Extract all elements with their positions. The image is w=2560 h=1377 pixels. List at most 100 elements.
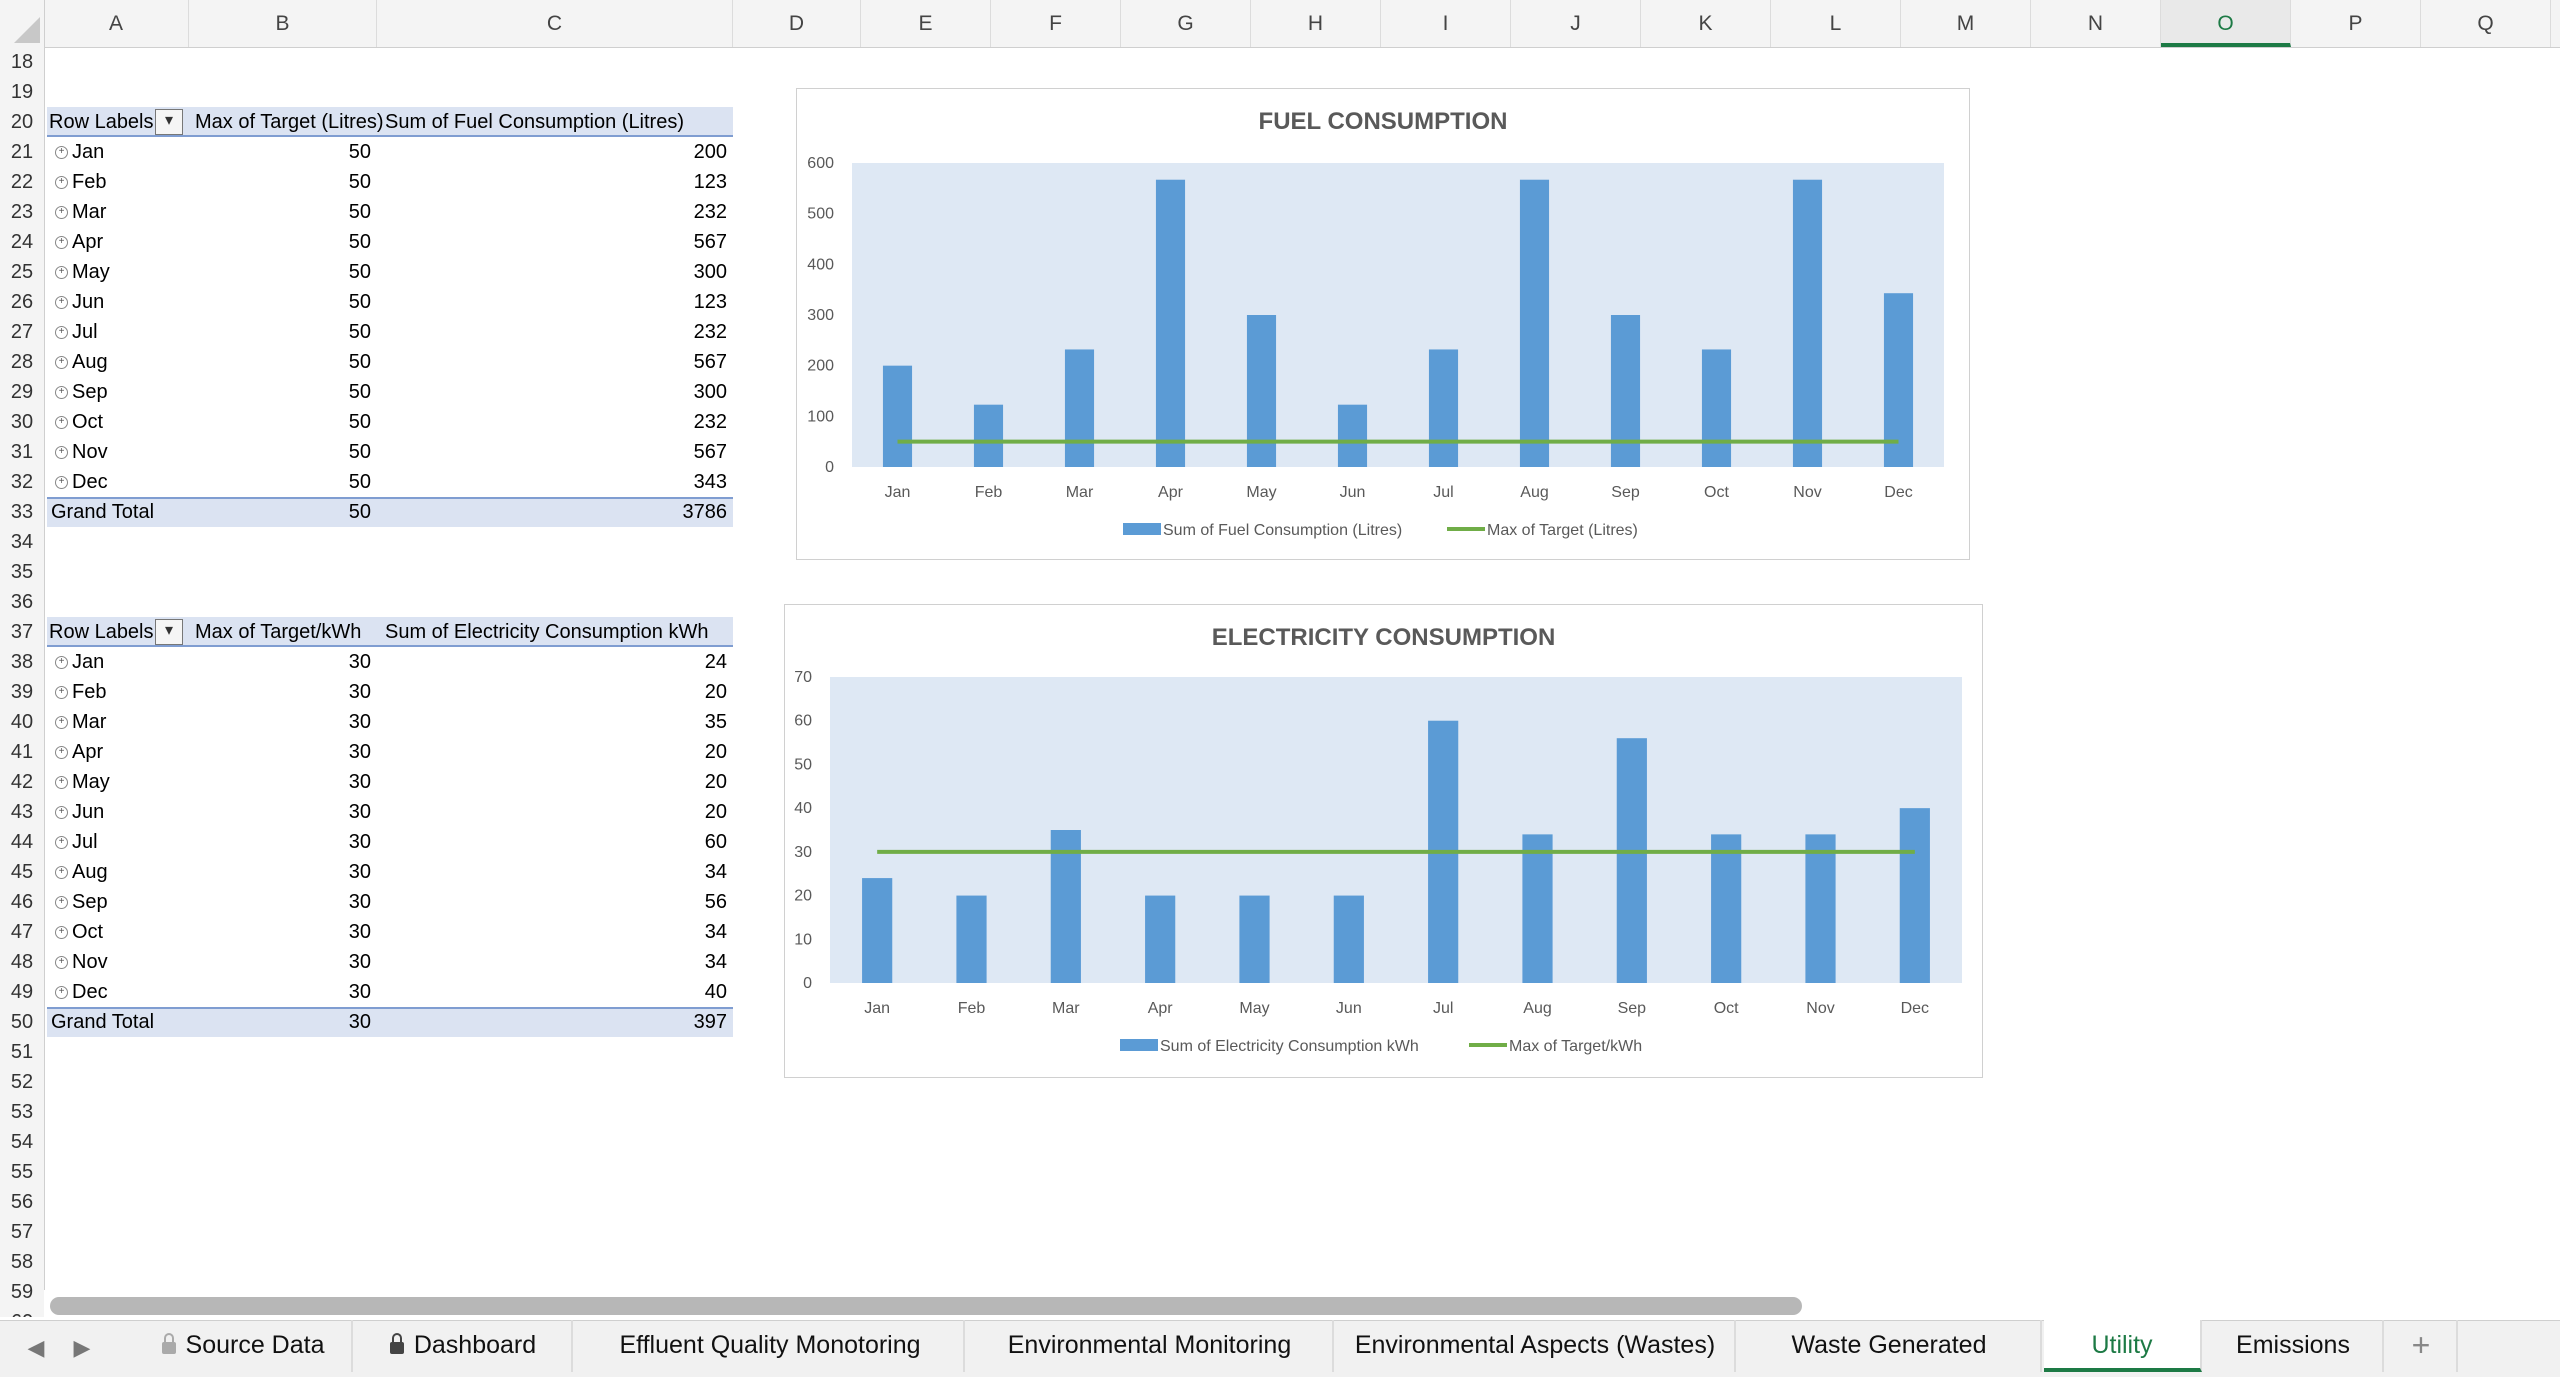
column-header-g[interactable]: G [1121, 0, 1251, 47]
row-header-58[interactable]: 58 [10, 1251, 34, 1273]
column-header-n[interactable]: N [2031, 0, 2161, 47]
row-header-19[interactable]: 19 [10, 81, 34, 103]
sheet-tab-utility[interactable]: Utility [2044, 1320, 2202, 1372]
expand-plus-icon[interactable]: + [55, 686, 68, 700]
row-header-55[interactable]: 55 [10, 1161, 34, 1183]
row-header-43[interactable]: 43 [10, 801, 34, 823]
row-header-22[interactable]: 22 [10, 171, 34, 193]
pivot-row-label[interactable]: + Oct [49, 407, 191, 437]
column-header-d[interactable]: D [733, 0, 861, 47]
sheet-tab-emissions[interactable]: Emissions [2204, 1320, 2384, 1372]
expand-plus-icon[interactable]: + [55, 176, 68, 190]
pivot-row-label[interactable]: + Nov [49, 947, 191, 977]
row-header-29[interactable]: 29 [10, 381, 34, 403]
pivot-row-label[interactable]: + Jul [49, 827, 191, 857]
pivot-row-label[interactable]: + Oct [49, 917, 191, 947]
expand-plus-icon[interactable]: + [55, 716, 68, 730]
pivot-row-label[interactable]: + Jan [49, 137, 191, 167]
pivot-row-label[interactable]: + Aug [49, 347, 191, 377]
column-header-b[interactable]: B [189, 0, 377, 47]
filter-dropdown-icon[interactable]: ▾ [155, 109, 183, 135]
sheet-tab-environmental-monitoring[interactable]: Environmental Monitoring [967, 1320, 1334, 1372]
row-header-30[interactable]: 30 [10, 411, 34, 433]
row-header-40[interactable]: 40 [10, 711, 34, 733]
expand-plus-icon[interactable]: + [55, 356, 68, 370]
pivot-row-label[interactable]: + Mar [49, 197, 191, 227]
row-header-45[interactable]: 45 [10, 861, 34, 883]
row-header-18[interactable]: 18 [10, 51, 34, 73]
column-header-h[interactable]: H [1251, 0, 1381, 47]
pivot-row-label[interactable]: + Apr [49, 227, 191, 257]
expand-plus-icon[interactable]: + [55, 926, 68, 940]
pivot-row-label[interactable]: + Sep [49, 377, 191, 407]
prev-sheet-icon[interactable]: ◀ [27, 1335, 45, 1360]
pivot-row-label[interactable]: + May [49, 767, 191, 797]
expand-plus-icon[interactable]: + [55, 776, 68, 790]
expand-plus-icon[interactable]: + [55, 446, 68, 460]
row-header-60[interactable]: 60 [0, 1307, 44, 1317]
expand-plus-icon[interactable]: + [55, 386, 68, 400]
row-header-56[interactable]: 56 [10, 1191, 34, 1213]
column-header-p[interactable]: P [2291, 0, 2421, 47]
row-header-23[interactable]: 23 [10, 201, 34, 223]
expand-plus-icon[interactable]: + [55, 416, 68, 430]
expand-plus-icon[interactable]: + [55, 206, 68, 220]
column-header-q[interactable]: Q [2421, 0, 2551, 47]
row-header-31[interactable]: 31 [10, 441, 34, 463]
row-header-32[interactable]: 32 [10, 471, 34, 493]
row-header-44[interactable]: 44 [10, 831, 34, 853]
column-header-c[interactable]: C [377, 0, 733, 47]
row-header-47[interactable]: 47 [10, 921, 34, 943]
row-header-59[interactable]: 59 [10, 1281, 34, 1303]
row-header-38[interactable]: 38 [10, 651, 34, 673]
pivot-row-label[interactable]: + Sep [49, 887, 191, 917]
fuel-consumption-chart[interactable]: FUEL CONSUMPTION 0 100 200 300 400 500 600 Jan Fe… [796, 88, 1970, 560]
row-header-33[interactable]: 33 [10, 501, 34, 523]
row-header-57[interactable]: 57 [10, 1221, 34, 1243]
row-header-27[interactable]: 27 [10, 321, 34, 343]
pivot-row-label[interactable]: + Jun [49, 797, 191, 827]
pivot-row-label[interactable]: + Feb [49, 167, 191, 197]
row-header-52[interactable]: 52 [10, 1071, 34, 1093]
pivot-row-label[interactable]: + Apr [49, 737, 191, 767]
pivot-row-label[interactable]: + Jun [49, 287, 191, 317]
expand-plus-icon[interactable]: + [55, 476, 68, 490]
row-header-37[interactable]: 37 [10, 621, 34, 643]
pivot-row-label[interactable]: + Aug [49, 857, 191, 887]
expand-plus-icon[interactable]: + [55, 956, 68, 970]
pivot-row-label[interactable]: + Jan [49, 647, 191, 677]
row-header-48[interactable]: 48 [10, 951, 34, 973]
expand-plus-icon[interactable]: + [55, 266, 68, 280]
row-header-28[interactable]: 28 [10, 351, 34, 373]
row-header-36[interactable]: 36 [10, 591, 34, 613]
expand-plus-icon[interactable]: + [55, 866, 68, 880]
pivot-row-label[interactable]: + Jul [49, 317, 191, 347]
sheet-tab-waste-generated[interactable]: Waste Generated [1738, 1320, 2042, 1372]
row-header-20[interactable]: 20 [10, 111, 34, 133]
expand-plus-icon[interactable]: + [55, 146, 68, 160]
sheet-tab-effluent-quality-monotoring[interactable]: Effluent Quality Monotoring [577, 1320, 965, 1372]
column-header-l[interactable]: L [1771, 0, 1901, 47]
row-header-50[interactable]: 50 [10, 1011, 34, 1033]
column-header-a[interactable]: A [44, 0, 189, 47]
pivot-row-label[interactable]: + Dec [49, 467, 191, 497]
expand-plus-icon[interactable]: + [55, 326, 68, 340]
row-header-24[interactable]: 24 [10, 231, 34, 253]
pivot-row-label[interactable]: + Feb [49, 677, 191, 707]
row-header-26[interactable]: 26 [10, 291, 34, 313]
expand-plus-icon[interactable]: + [55, 806, 68, 820]
row-header-54[interactable]: 54 [10, 1131, 34, 1153]
pivot-row-label[interactable]: + Mar [49, 707, 191, 737]
row-header-51[interactable]: 51 [10, 1041, 34, 1063]
filter-dropdown-icon[interactable]: ▾ [155, 619, 183, 645]
expand-plus-icon[interactable]: + [55, 836, 68, 850]
pivot-row-label[interactable]: + Dec [49, 977, 191, 1007]
row-header-53[interactable]: 53 [10, 1101, 34, 1123]
row-header-35[interactable]: 35 [10, 561, 34, 583]
expand-plus-icon[interactable]: + [55, 296, 68, 310]
next-sheet-icon[interactable]: ▶ [73, 1335, 91, 1360]
expand-plus-icon[interactable]: + [55, 746, 68, 760]
row-header-42[interactable]: 42 [10, 771, 34, 793]
expand-plus-icon[interactable]: + [55, 896, 68, 910]
column-header-i[interactable]: I [1381, 0, 1511, 47]
